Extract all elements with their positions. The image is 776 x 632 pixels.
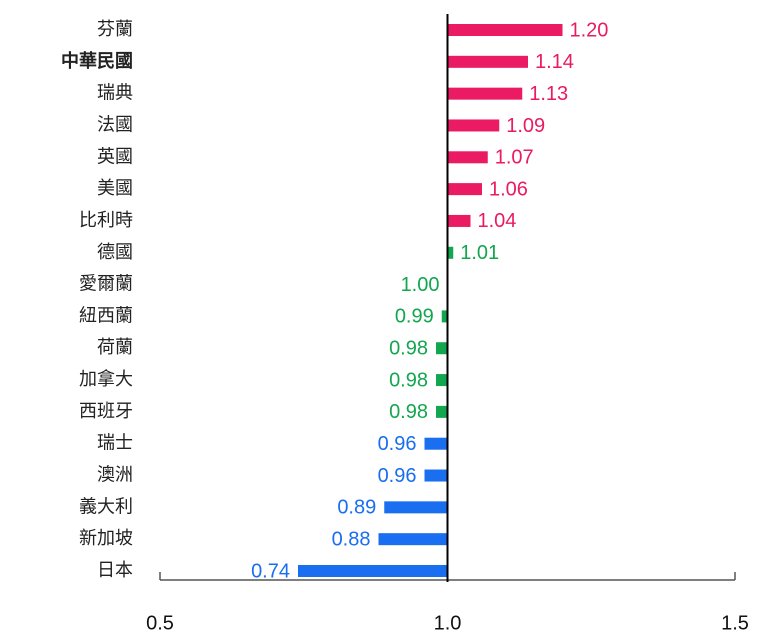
- bar: [447, 151, 488, 164]
- bar: [378, 533, 448, 546]
- bar: [298, 565, 448, 577]
- category-label: 英國: [97, 146, 133, 167]
- bar: [447, 214, 471, 227]
- bar: [424, 469, 448, 482]
- bar: [447, 55, 528, 68]
- value-label: 0.96: [378, 465, 417, 487]
- value-label: 1.13: [529, 83, 568, 105]
- category-label: 瑞典: [97, 83, 133, 104]
- value-label: 0.98: [389, 338, 428, 360]
- value-label: 1.04: [478, 210, 517, 232]
- bar: [447, 246, 454, 259]
- value-label: 0.99: [395, 306, 434, 328]
- category-label: 德國: [97, 242, 133, 263]
- bar: [447, 24, 563, 36]
- bar: [436, 374, 448, 387]
- value-label: 0.89: [337, 497, 376, 519]
- category-label: 法國: [97, 114, 133, 135]
- bar: [447, 183, 482, 196]
- bar: [447, 87, 523, 100]
- category-label: 美國: [97, 178, 133, 199]
- category-label: 加拿大: [79, 368, 133, 390]
- category-label: 芬蘭: [97, 19, 133, 40]
- category-label: 西班牙: [79, 401, 133, 422]
- category-label: 日本: [97, 560, 133, 581]
- value-label: 0.98: [389, 401, 428, 423]
- value-label: 0.74: [251, 560, 290, 582]
- bar: [436, 342, 448, 355]
- category-label: 紐西蘭: [79, 305, 133, 326]
- value-label: 0.96: [378, 433, 417, 455]
- bar: [447, 119, 500, 132]
- value-label: 1.09: [506, 115, 545, 137]
- x-tick-label: 0.5: [146, 612, 174, 632]
- bar: [424, 437, 448, 450]
- value-label: 1.00: [401, 274, 440, 296]
- category-label: 愛爾蘭: [79, 274, 133, 295]
- value-label: 1.20: [570, 19, 609, 41]
- category-label: 澳洲: [97, 465, 133, 486]
- value-label: 1.14: [535, 51, 574, 73]
- category-label: 荷蘭: [97, 337, 133, 358]
- category-label: 比利時: [79, 210, 133, 231]
- x-tick-label: 1.5: [721, 612, 749, 632]
- value-label: 1.01: [460, 242, 499, 264]
- bar: [441, 310, 448, 323]
- bar: [436, 405, 448, 418]
- value-label: 1.06: [489, 178, 528, 200]
- category-label: 義大利: [79, 496, 133, 517]
- value-label: 1.07: [495, 147, 534, 169]
- value-label: 0.98: [389, 369, 428, 391]
- category-label: 新加坡: [79, 528, 133, 549]
- value-label: 0.88: [332, 528, 371, 550]
- x-tick-label: 1.0: [434, 612, 462, 632]
- category-label: 瑞士: [97, 433, 133, 454]
- category-label: 中華民國: [61, 50, 133, 72]
- bar: [384, 501, 448, 514]
